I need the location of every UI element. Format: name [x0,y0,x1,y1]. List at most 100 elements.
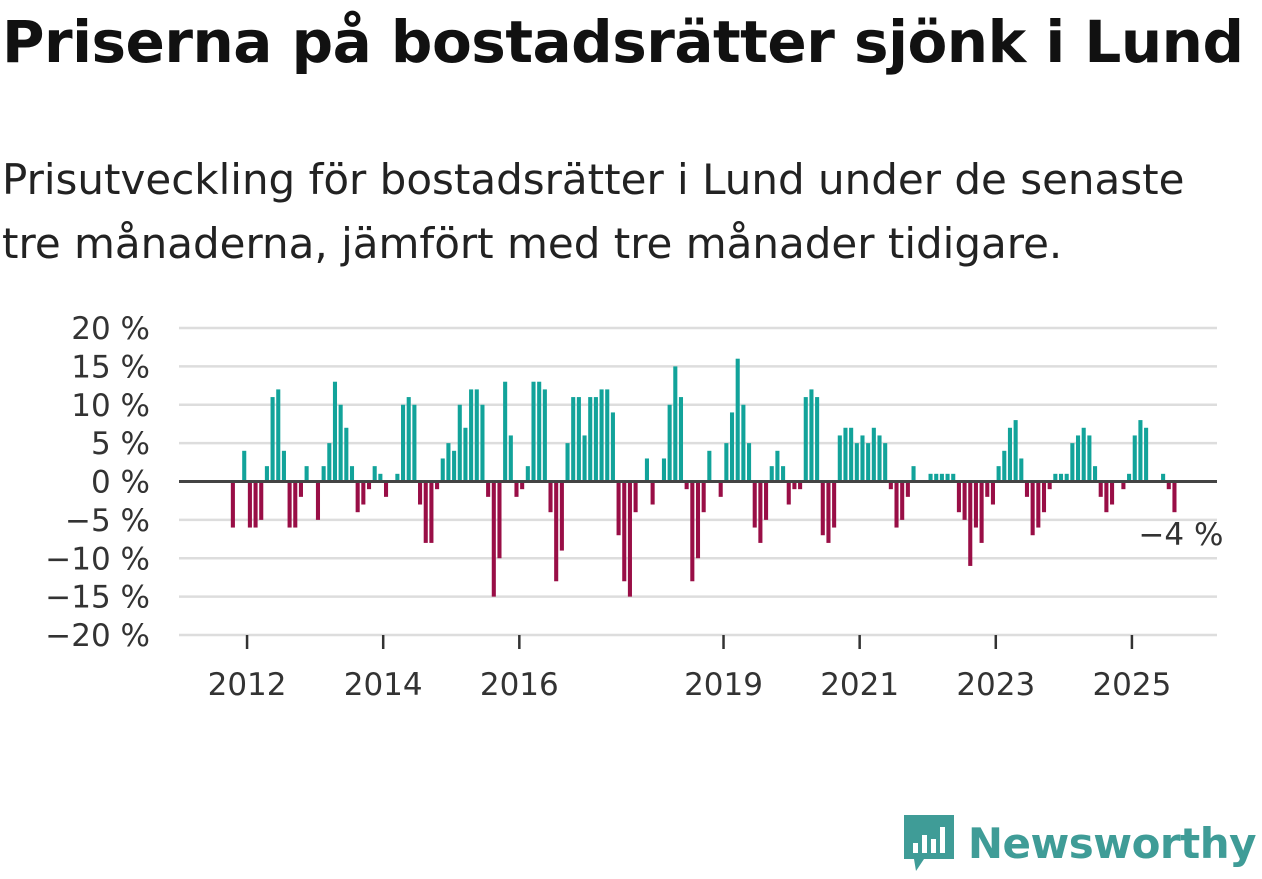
bar [1007,427,1013,482]
y-tick-label: 10 % [71,388,150,424]
bar [758,481,763,543]
bar [939,473,944,482]
y-tick-label: −5 % [65,503,150,539]
bar [1041,481,1047,513]
bar [531,381,536,482]
bar [741,404,746,482]
bar [616,481,621,536]
bar [650,481,655,505]
bar [497,481,502,559]
bar [809,389,814,482]
bar [911,466,916,482]
y-tick-label: −10 % [45,541,150,577]
bar [610,412,615,482]
bar [633,481,638,513]
bar [928,473,933,482]
bar [276,389,281,482]
bar [990,481,995,505]
bar [1161,473,1166,482]
y-tick-label: −20 % [45,618,150,654]
bar [418,481,423,505]
bar [826,481,831,543]
bar [1132,435,1137,482]
bar [837,435,842,482]
bar [1024,481,1030,497]
bar [1121,481,1126,490]
bar [281,450,286,482]
bar [1070,443,1075,482]
brand-name: Newsworthy [967,818,1257,868]
bar [1093,466,1098,482]
bar [764,481,769,520]
bar [1081,427,1086,482]
bar [486,481,491,497]
bar [435,481,440,490]
bar [871,427,876,482]
bar [661,458,667,482]
y-tick-label: 0 % [91,465,150,501]
bar [1053,473,1058,482]
bar [559,481,564,551]
bar [786,481,791,505]
bar [934,473,939,482]
bar [599,389,604,482]
bar [537,381,542,482]
bar [860,435,865,482]
bar [820,481,825,536]
x-tick-label: 2014 [344,667,423,703]
bar [1002,450,1007,482]
bar [520,481,525,490]
bar [503,381,508,482]
bar [338,404,343,482]
x-tick-label: 2025 [1092,667,1171,703]
bar [951,473,956,482]
chart-title: Priserna på bostadsrätter sjönk i Lund [2,8,1244,76]
bar [401,404,406,482]
bar [798,481,803,490]
bar [395,473,400,482]
bar [667,404,672,482]
bar [327,443,332,482]
bar [474,389,479,482]
bar [576,397,581,482]
bar [843,427,848,482]
bar [440,458,445,482]
y-tick-label: 15 % [71,349,150,385]
bar [383,481,389,497]
bar [1019,458,1024,482]
bar [815,397,820,482]
bar [525,466,530,482]
bar [752,481,757,528]
bar [985,481,990,497]
bar [253,481,258,528]
bar [446,443,451,482]
bar [542,389,547,482]
y-tick-label: 5 % [91,426,150,462]
bar [344,427,349,482]
bar [412,404,417,482]
bar [508,435,513,482]
y-tick-label: −15 % [45,580,150,616]
chart-subtitle: Prisutveckling för bostadsrätter i Lund … [2,155,1185,268]
bar [627,481,632,597]
bar [803,397,808,482]
bar [452,450,457,482]
bar [582,435,587,482]
bar [968,481,973,566]
bar [877,435,882,482]
bar [644,458,649,482]
bar [1036,481,1041,528]
bar [429,481,434,543]
bar [298,481,303,497]
bar [1047,481,1052,490]
bar [378,473,383,482]
bar [673,366,678,482]
bar [321,466,326,482]
bar [973,481,978,528]
bar [792,481,797,490]
bar [775,450,780,482]
bar [996,466,1001,482]
bar [718,481,723,497]
bar [366,481,372,490]
bar [469,389,474,482]
